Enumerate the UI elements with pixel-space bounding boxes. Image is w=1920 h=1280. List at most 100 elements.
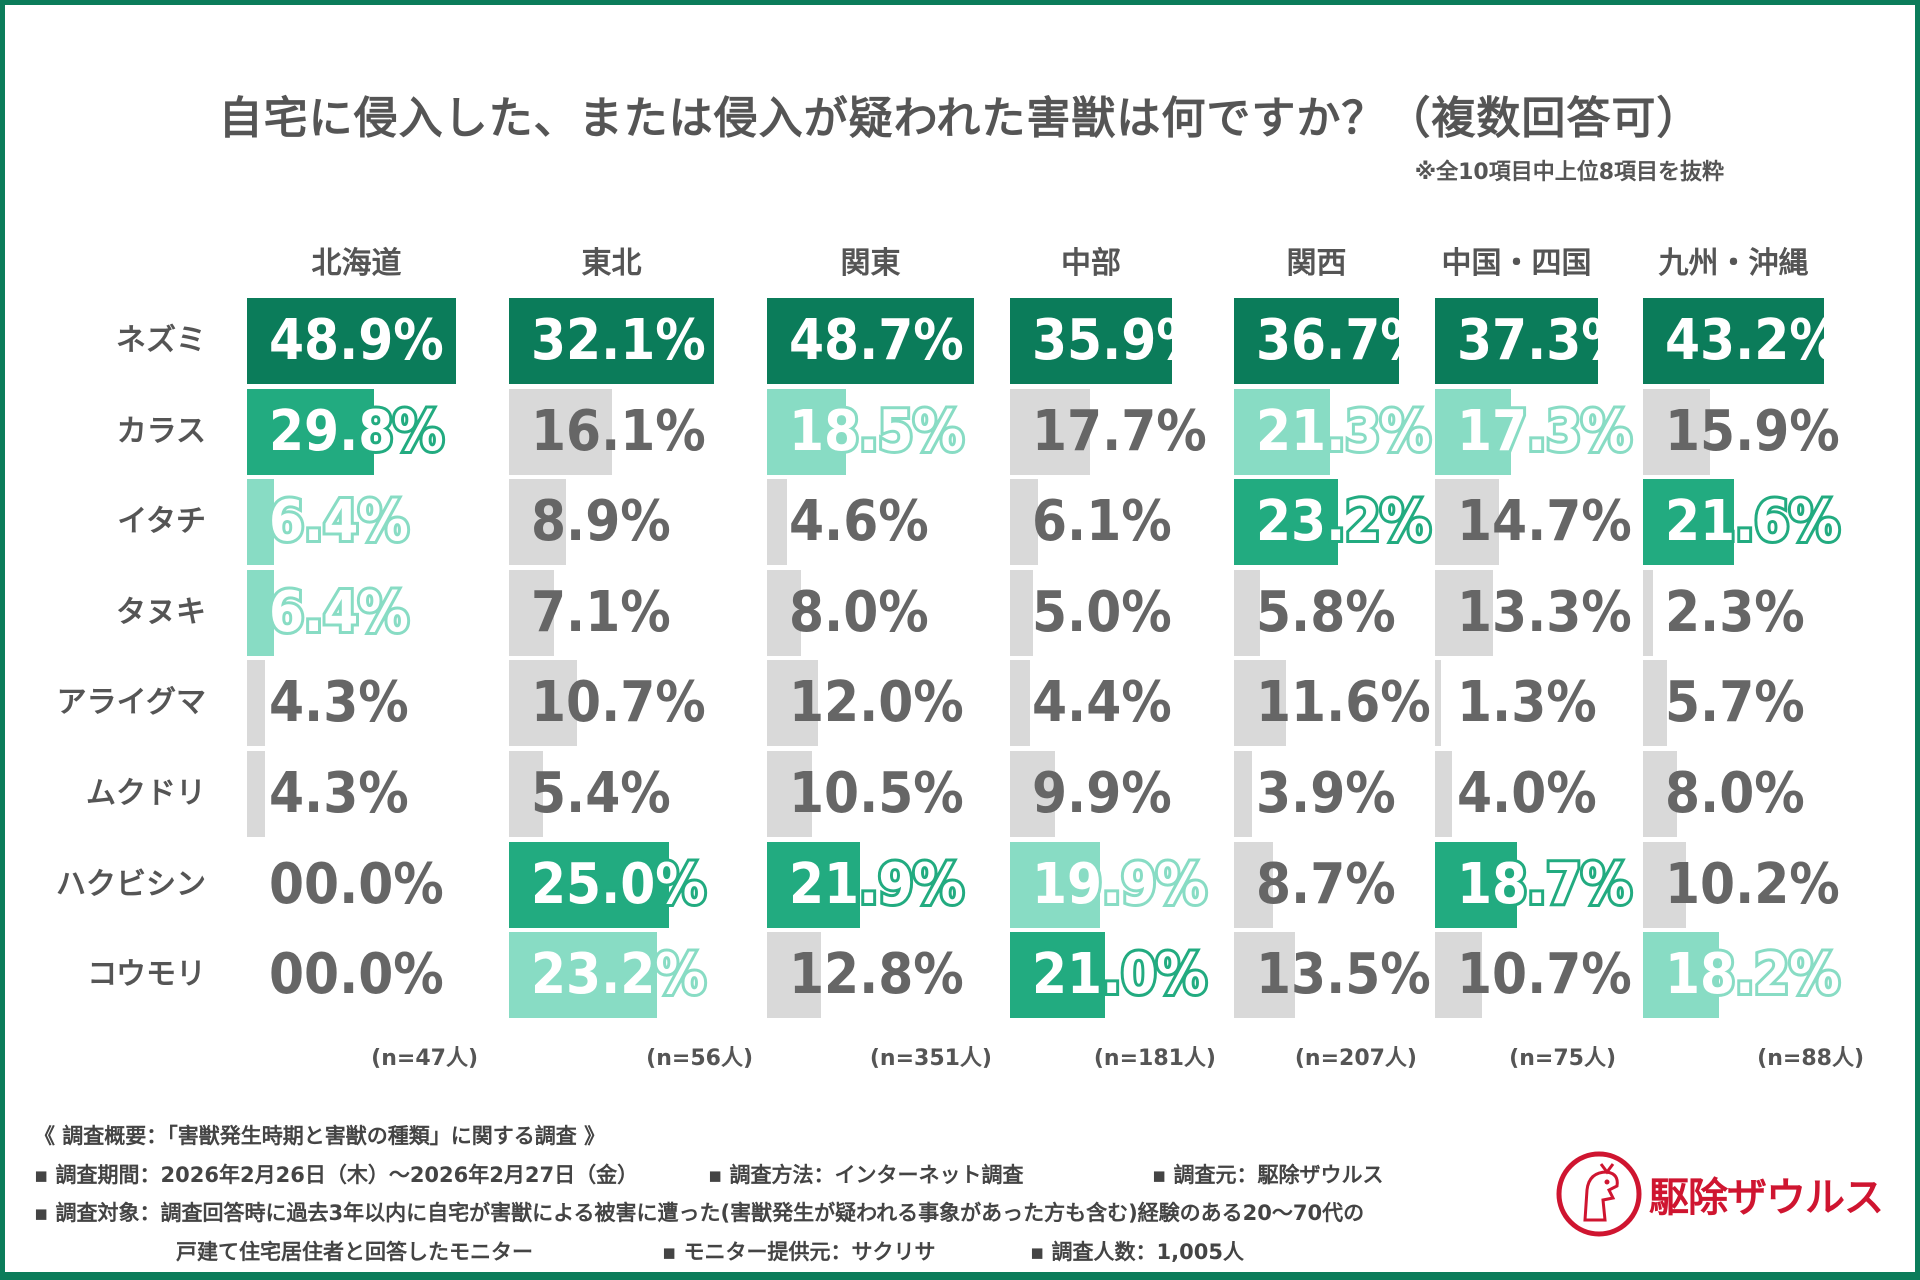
value-label: 8.0% [789, 579, 929, 645]
value-label: 5.7% [1665, 670, 1805, 736]
bar [1435, 660, 1441, 747]
value-label: 13.5% [1256, 942, 1431, 1008]
row-label: タヌキ [116, 594, 206, 630]
row-label: アライグマ [56, 685, 206, 721]
row-label: ムクドリ [86, 776, 206, 811]
bar [767, 479, 787, 566]
value-label: 8.9% [531, 489, 671, 555]
value-label: 18.2% [1662, 939, 1843, 1010]
bar [509, 660, 578, 747]
bar [1010, 298, 1172, 384]
bar [1643, 388, 1710, 475]
column-header: 関東 [840, 246, 901, 281]
bar [509, 388, 612, 475]
footer-source: ▪ 調査元：駆除ザウルス [1152, 1163, 1384, 1187]
bar [509, 479, 566, 566]
value-label: 6.4% [266, 486, 412, 557]
column-header: 東北 [581, 246, 642, 281]
value-label: 12.8% [789, 942, 964, 1008]
bar [1435, 298, 1598, 384]
bar [1234, 298, 1399, 384]
value-label: 23.2% [1253, 486, 1434, 557]
bar [1234, 932, 1295, 1019]
sample-size: (n=88人) [1757, 1046, 1864, 1071]
value-label: 32.1% [531, 308, 706, 373]
value-label: 4.6% [789, 489, 929, 555]
bar [509, 298, 714, 384]
value-label: 15.9% [1665, 398, 1840, 464]
value-label: 11.6% [1256, 670, 1431, 736]
brand-name: 駆除ザウルス [1649, 1175, 1884, 1221]
value-label: 7.1% [531, 579, 671, 645]
sample-size: (n=56人) [646, 1046, 753, 1071]
value-label: 10.5% [789, 761, 964, 826]
chart-title: 自宅に侵入した、または侵入が疑われた害獣は何ですか？（複数回答可） [218, 93, 1702, 144]
bar [1435, 569, 1494, 656]
footer-count: ▪ 調査人数：1,005人 [1030, 1240, 1244, 1264]
value-label: 36.7% [1256, 308, 1431, 373]
value-label: 17.7% [1032, 398, 1207, 464]
value-label: 14.7% [1457, 489, 1632, 555]
dinosaur-mascot-icon [1556, 1151, 1642, 1237]
bar [767, 298, 974, 384]
bar [1234, 660, 1287, 747]
value-label: 5.0% [1032, 579, 1172, 645]
value-label: 12.0% [789, 670, 964, 736]
footer-target-2: 戸建て住宅居住者と回答したモニター [176, 1240, 533, 1264]
sample-size: (n=207人) [1294, 1046, 1417, 1071]
footer-target: ▪ 調査対象：調査回答時に過去3年以内に自宅が害獣による被害に遭った(害獣発生が… [34, 1201, 1365, 1225]
value-label: 5.4% [531, 761, 671, 826]
value-label: 13.3% [1457, 579, 1632, 645]
bar [1234, 841, 1274, 928]
bar [1234, 751, 1252, 837]
bar [767, 932, 822, 1019]
value-label: 9.9% [1032, 761, 1172, 826]
bar [1435, 751, 1453, 837]
value-label: 25.0% [528, 849, 709, 920]
value-label: 17.3% [1454, 396, 1635, 467]
sample-size: (n=181人) [1093, 1046, 1216, 1071]
bar [1010, 932, 1105, 1019]
value-label: 6.1% [1032, 489, 1172, 555]
row-label: カラス [116, 413, 206, 449]
value-label: 37.3% [1457, 308, 1632, 373]
bar [767, 660, 818, 747]
value-label: 3.9% [1256, 761, 1396, 826]
column-header: 中部 [1061, 246, 1121, 281]
bar [1010, 388, 1090, 475]
value-label: 18.7% [1454, 849, 1635, 920]
bar [1643, 298, 1824, 384]
row-label: ハクビシン [56, 866, 206, 902]
bar [1643, 569, 1653, 656]
row-label: コウモリ [87, 957, 206, 993]
bar [247, 569, 275, 656]
bar [1643, 660, 1667, 747]
row-label: ネズミ [116, 323, 206, 358]
value-label: 6.4% [266, 577, 412, 648]
value-label: 19.9% [1029, 849, 1210, 920]
value-label: 48.9% [269, 308, 444, 373]
chart-note: ※全10項目中上位8項目を抜粋 [1414, 160, 1724, 185]
bar [767, 751, 812, 837]
sample-size: (n=351人) [869, 1046, 992, 1071]
bar [247, 298, 456, 384]
bar [1643, 841, 1686, 928]
value-label: 00.0% [269, 942, 444, 1008]
bar [1010, 569, 1033, 656]
bar [509, 751, 544, 837]
value-label: 23.2% [528, 939, 709, 1010]
footer-period: ▪ 調査期間：2026年2月26日（木）～2026年2月27日（金） [34, 1163, 639, 1187]
bar [247, 479, 275, 566]
value-label: 21.9% [786, 849, 967, 920]
bar [509, 841, 669, 928]
bar [1010, 479, 1038, 566]
column-header: 九州・沖縄 [1658, 246, 1809, 281]
value-label: 10.7% [1457, 942, 1632, 1008]
bar [1435, 388, 1511, 475]
value-label: 2.3% [1665, 579, 1805, 645]
value-label: 48.7% [789, 308, 964, 373]
bar [1435, 932, 1482, 1019]
value-label: 21.6% [1662, 486, 1843, 557]
value-label: 8.0% [1665, 761, 1805, 826]
footer-heading: 《 調査概要：「害獣発生時期と害獣の種類」に関する調査 》 [34, 1124, 606, 1148]
